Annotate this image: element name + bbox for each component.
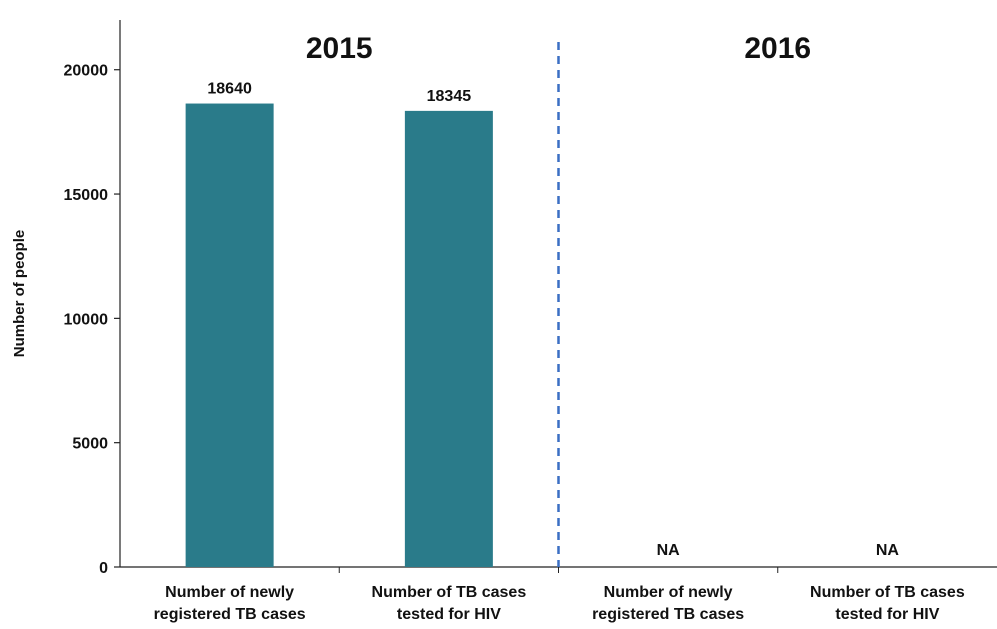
group-title: 2016 bbox=[744, 32, 811, 65]
category-label: Number of newly registered TB cases bbox=[592, 584, 744, 623]
category-label-line: Number of newly bbox=[604, 584, 733, 601]
bar bbox=[185, 103, 274, 568]
category-label-line: Number of TB cases bbox=[810, 584, 965, 601]
y-tick-label: 20000 bbox=[64, 63, 109, 80]
axes: 0 5000 10000 15000 20000 Number of people bbox=[11, 20, 997, 577]
data-label: 18640 bbox=[207, 81, 252, 98]
category-label: Number of TB cases tested for HIV bbox=[372, 584, 527, 623]
category-label-line: tested for HIV bbox=[397, 606, 501, 623]
y-axis-title: Number of people bbox=[11, 230, 28, 358]
data-label: 18345 bbox=[427, 88, 472, 105]
category-label-line: Number of newly bbox=[165, 584, 294, 601]
category-label-line: tested for HIV bbox=[835, 606, 939, 623]
y-tick-label: 0 bbox=[99, 560, 108, 577]
bar bbox=[404, 110, 493, 568]
category-label-line: registered TB cases bbox=[154, 606, 306, 623]
labels: 2015 18640 Number of newly registered TB ca… bbox=[154, 32, 965, 623]
group-title: 2015 bbox=[306, 32, 373, 65]
y-tick-label: 15000 bbox=[64, 187, 109, 204]
category-label: Number of newly registered TB cases bbox=[154, 584, 306, 623]
category-label-line: Number of TB cases bbox=[372, 584, 527, 601]
y-tick-label: 5000 bbox=[72, 436, 108, 453]
bars bbox=[185, 103, 493, 568]
y-tick-label: 10000 bbox=[64, 311, 109, 328]
data-label: NA bbox=[657, 542, 681, 559]
category-label-line: registered TB cases bbox=[592, 606, 744, 623]
category-label: Number of TB cases tested for HIV bbox=[810, 584, 965, 623]
data-label: NA bbox=[876, 542, 900, 559]
